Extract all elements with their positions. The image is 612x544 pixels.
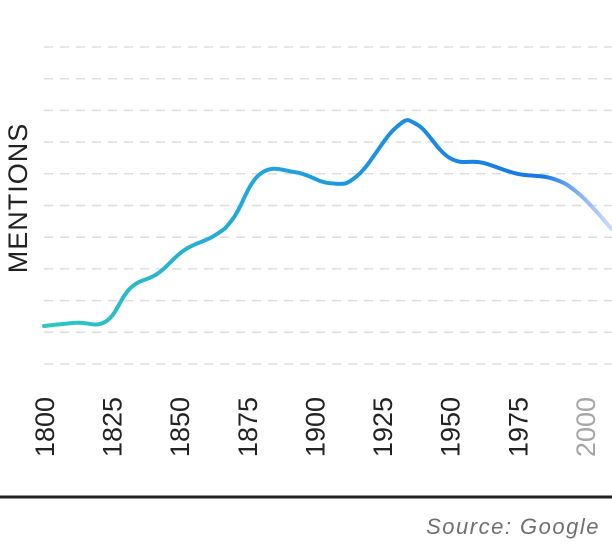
x-tick-label: 1850 bbox=[165, 397, 195, 457]
x-tick-label: 1975 bbox=[503, 397, 533, 457]
source-caption: Source: Google bbox=[426, 514, 600, 539]
grid-lines bbox=[44, 46, 612, 365]
x-tick-label: 1900 bbox=[300, 397, 330, 457]
series-line bbox=[42, 118, 612, 328]
x-axis-ticks: 1800 1825 1850 1875 1900 1925 1950 1975 2000 bbox=[30, 397, 601, 457]
data-points bbox=[42, 123, 612, 328]
x-tick-label: 1825 bbox=[98, 397, 128, 457]
x-tick-label: 1800 bbox=[30, 397, 60, 457]
x-tick-label: 1925 bbox=[368, 397, 398, 457]
y-axis-label: MENTIONS bbox=[3, 123, 33, 274]
x-tick-label: 1875 bbox=[233, 397, 263, 457]
x-tick-label: 2000 bbox=[571, 397, 601, 457]
x-tick-label: 1950 bbox=[436, 397, 466, 457]
